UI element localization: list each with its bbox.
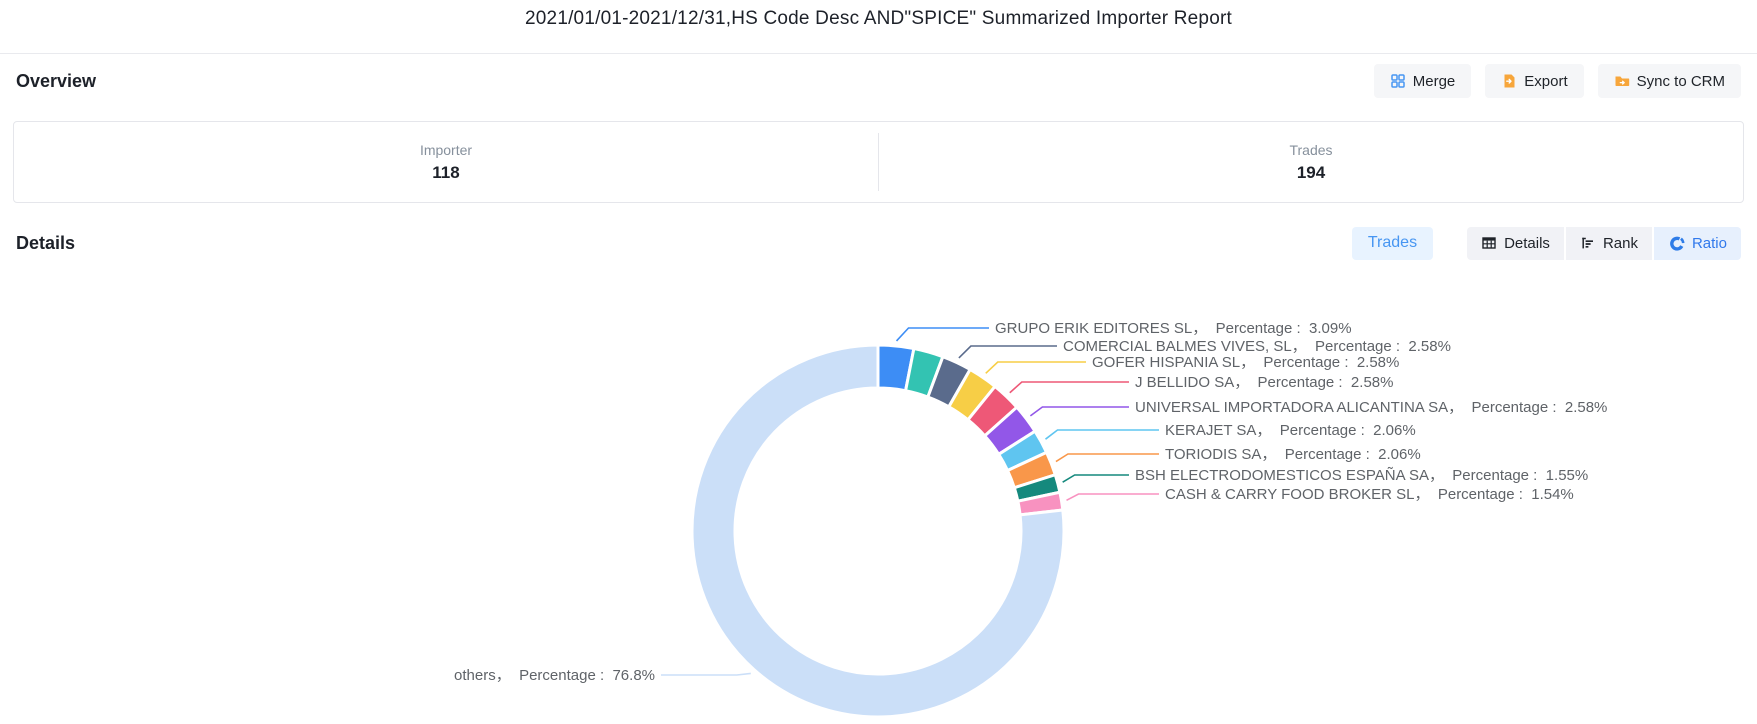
title-divider	[0, 53, 1757, 54]
tab-ratio-label: Ratio	[1691, 234, 1727, 252]
sync-to-crm-button-label: Sync to CRM	[1636, 72, 1725, 90]
pie-leader-line	[985, 361, 1086, 374]
merge-button-label: Merge	[1412, 72, 1456, 90]
pie-leader-line	[1029, 406, 1129, 417]
pie-leader-line	[1062, 474, 1129, 483]
trades-stat-value: 194	[1296, 162, 1326, 182]
trades-filter-button[interactable]: Trades	[1351, 226, 1434, 260]
merge-grid-icon	[1390, 73, 1406, 89]
pie-slice-label: CASH & CARRY FOOD BROKER SL， Percentage …	[1165, 486, 1574, 503]
tab-details[interactable]: Details	[1467, 226, 1564, 260]
overview-heading: Overview	[16, 70, 97, 91]
pie-leader-line	[1045, 429, 1159, 440]
trades-stat-label: Trades	[1289, 141, 1333, 158]
stat-divider	[878, 133, 879, 191]
sync-to-crm-button[interactable]: Sync to CRM	[1597, 64, 1741, 98]
tab-details-label: Details	[1504, 234, 1550, 252]
overview-actions: Merge Export Sync to CRM	[1373, 64, 1741, 98]
overview-summary-card: Importer 118 Trades 194	[13, 121, 1744, 203]
details-controls: Trades Details	[1351, 226, 1741, 260]
merge-button[interactable]: Merge	[1373, 64, 1472, 98]
pie-slice-label: GRUPO ERIK EDITORES SL， Percentage : 3.0…	[995, 320, 1352, 337]
details-header-row: Details Trades Details	[16, 226, 1741, 260]
export-document-icon	[1501, 73, 1517, 89]
export-button-label: Export	[1524, 72, 1568, 90]
pie-leader-line	[895, 327, 989, 342]
view-switcher: Details Rank	[1467, 226, 1741, 260]
pie-slice-label: others， Percentage : 76.8%	[454, 667, 655, 684]
page-title: 2021/01/01-2021/12/31,HS Code Desc AND"S…	[525, 8, 1232, 29]
rank-bars-icon	[1580, 235, 1596, 251]
pie-slice-label: UNIVERSAL IMPORTADORA ALICANTINA SA， Per…	[1135, 399, 1607, 416]
pie-slice-label: KERAJET SA， Percentage : 2.06%	[1165, 422, 1416, 439]
tab-ratio[interactable]: Ratio	[1653, 226, 1741, 260]
pie-slice-label: TORIODIS SA， Percentage : 2.06%	[1165, 446, 1421, 463]
trades-stat: Trades 194	[879, 122, 1743, 202]
importer-stat: Importer 118	[14, 122, 878, 202]
importer-stat-label: Importer	[419, 141, 473, 158]
pie-leader-line	[661, 672, 751, 676]
pie-slice[interactable]	[690, 343, 1066, 719]
folder-sync-icon	[1614, 73, 1630, 89]
pie-leader-line	[1055, 453, 1159, 463]
overview-header-row: Overview Merge	[16, 62, 1741, 100]
pie-leader-line	[958, 345, 1057, 359]
importer-stat-value: 118	[432, 162, 460, 182]
pie-slice-label: J BELLIDO SA， Percentage : 2.58%	[1135, 374, 1393, 391]
importer-ratio-pie-chart: GRUPO ERIK EDITORES SL， Percentage : 3.0…	[454, 320, 1607, 719]
details-heading: Details	[16, 232, 76, 253]
donut-chart-icon	[1668, 235, 1685, 252]
tab-rank-label: Rank	[1602, 234, 1638, 252]
pie-slice-label: GOFER HISPANIA SL， Percentage : 2.58%	[1092, 354, 1399, 371]
pie-slice-label: COMERCIAL BALMES VIVES, SL， Percentage :…	[1063, 338, 1451, 355]
tab-rank[interactable]: Rank	[1565, 226, 1652, 260]
pie-leader-line	[1009, 381, 1129, 394]
table-icon	[1481, 235, 1497, 251]
pie-slice-label: BSH ELECTRODOMESTICOS ESPAÑA SA， Percent…	[1135, 467, 1588, 484]
export-button[interactable]: Export	[1485, 64, 1584, 98]
pie-leader-line	[1066, 493, 1159, 502]
